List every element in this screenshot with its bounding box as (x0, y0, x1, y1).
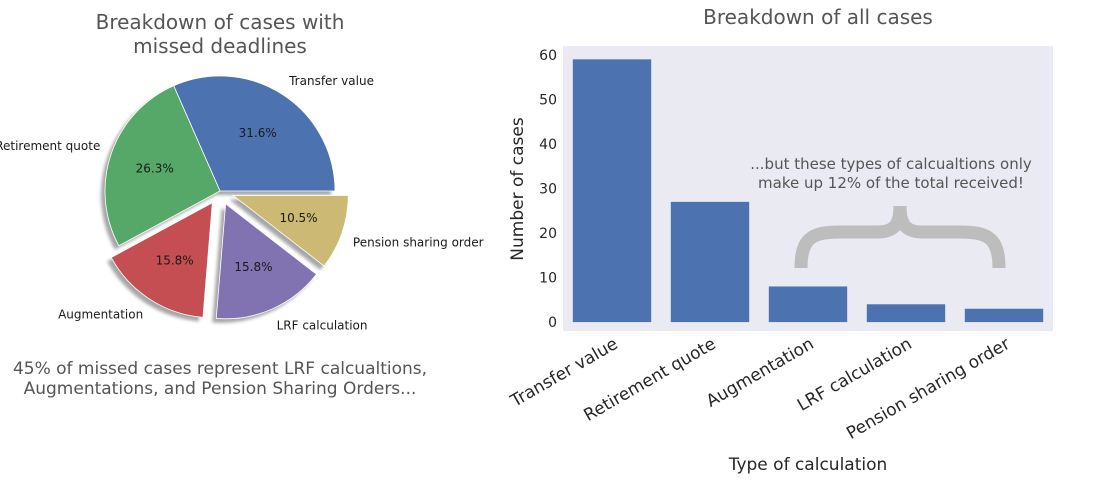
annotation-line-1: ...but these types of calcualtions only (750, 155, 1032, 173)
pie-slice-retirement-quote (104, 85, 221, 247)
bar-chart: Breakdown of all cases 0 10 20 30 40 50 60 Tra… (507, 5, 1053, 475)
pie-pct-transfer-value: 31.6% (239, 126, 277, 140)
pie-slice-augmentation (110, 202, 213, 318)
bar-lrf-calculation (866, 304, 946, 323)
pie-label-transfer-value: Transfer value (288, 74, 374, 88)
curly-brace-icon (794, 205, 1006, 269)
pie-slice-pension-sharing-order (232, 195, 349, 267)
pie-slice-lrf-calculation (215, 203, 318, 320)
pie-slice-transfer-value (173, 75, 336, 192)
pie-pct-augmentation: 15.8% (156, 254, 194, 268)
y-tick-0: 0 (548, 315, 557, 331)
pie-label-pension-sharing-order: Pension sharing order (353, 236, 484, 250)
pie-title-line-2: missed deadlines (133, 34, 307, 58)
pie-title-line-1: Breakdown of cases with (96, 10, 345, 34)
pie-label-lrf-calculation: LRF calculation (277, 319, 368, 333)
pie-labels: 31.6% Transfer value 26.3% Retirement quote… (0, 74, 484, 333)
y-axis-label: Number of cases (508, 117, 528, 261)
x-axis-label: Type of calculation (728, 455, 888, 475)
pie-label-augmentation: Augmentation (58, 308, 143, 322)
y-tick-60: 60 (539, 48, 557, 64)
y-tick-30: 30 (539, 182, 557, 198)
pie-label-retirement-quote: Retirement quote (0, 139, 100, 153)
bar-transfer-value (572, 59, 652, 323)
y-axis-ticks: 0 10 20 30 40 50 60 (539, 48, 557, 331)
pie-pct-pension-sharing-order: 10.5% (279, 211, 317, 225)
pie-caption-line-1: 45% of missed cases represent LRF calcua… (13, 359, 427, 379)
pie-pct-lrf-calculation: 15.8% (234, 260, 272, 274)
bar-pension-sharing-order (964, 308, 1044, 323)
y-tick-20: 20 (539, 226, 557, 242)
x-tick-pension-sharing-order: Pension sharing order (843, 334, 1013, 444)
pie-chart: Breakdown of cases with missed deadlines… (0, 10, 484, 399)
annotation: ...but these types of calcualtions only … (750, 155, 1032, 269)
bar-title: Breakdown of all cases (703, 5, 933, 29)
pie-pct-retirement-quote: 26.3% (136, 162, 174, 176)
y-tick-50: 50 (539, 92, 557, 108)
bar-augmentation (768, 286, 848, 323)
y-tick-40: 40 (539, 137, 557, 153)
annotation-line-2: make up 12% of the total received! (758, 174, 1024, 192)
pie-caption-line-2: Augmentations, and Pension Sharing Order… (24, 379, 417, 399)
pie-slices (104, 75, 349, 320)
bars (572, 59, 1044, 323)
bar-retirement-quote (670, 201, 750, 323)
y-tick-10: 10 (539, 271, 557, 287)
